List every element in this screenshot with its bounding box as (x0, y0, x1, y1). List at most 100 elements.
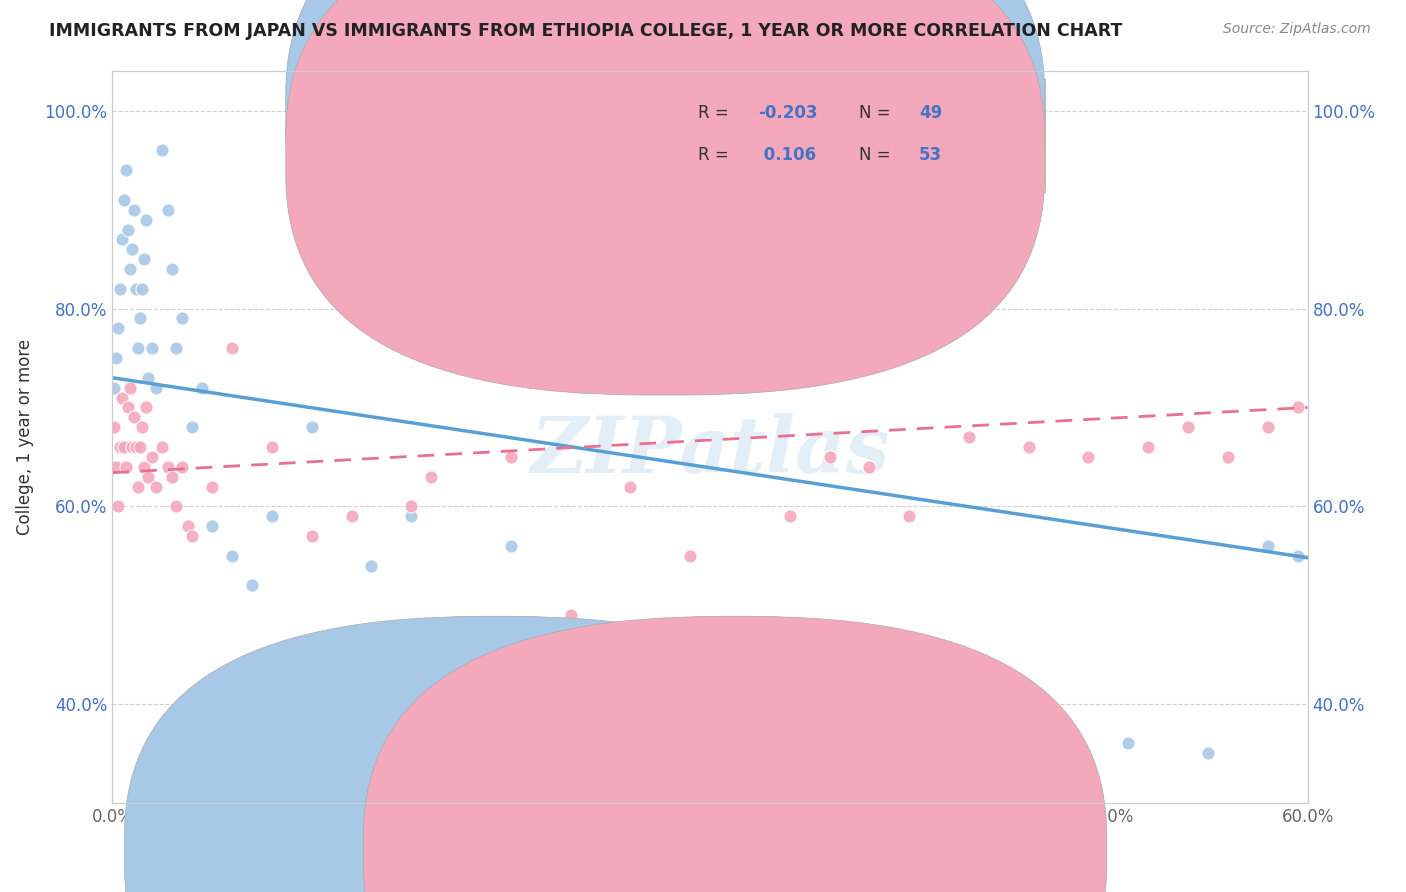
Point (172, 311, 194, 326)
Point (105, 351, 128, 365)
Point (679, 549, 702, 563)
Text: ZIPatlas: ZIPatlas (530, 414, 890, 490)
Point (460, 716, 482, 731)
Point (699, 737, 721, 751)
Point (124, 202, 146, 217)
Point (120, 381, 142, 395)
Point (221, 341, 243, 355)
Point (1118, 737, 1140, 751)
Text: 49: 49 (920, 104, 942, 122)
Point (145, 479, 167, 493)
Point (165, 341, 187, 355)
Point (131, 420, 153, 434)
Point (240, 578, 263, 592)
Point (131, 282, 153, 296)
Point (150, 440, 173, 454)
Point (858, 756, 880, 771)
Point (799, 756, 821, 771)
Point (1077, 450, 1099, 464)
Point (157, 459, 180, 474)
Point (201, 479, 224, 493)
Text: Immigrants from Japan: Immigrants from Japan (515, 841, 706, 859)
Point (360, 558, 382, 573)
Point (1177, 420, 1199, 434)
Point (129, 440, 152, 454)
Point (150, 144, 173, 158)
Point (401, 500, 423, 514)
Point (1216, 450, 1239, 464)
Point (201, 519, 224, 533)
Text: Immigrants from Ethiopia: Immigrants from Ethiopia (754, 841, 966, 859)
Point (145, 381, 167, 395)
Point (181, 529, 204, 543)
Point (619, 756, 641, 771)
Point (938, 756, 960, 771)
Point (301, 420, 323, 434)
Point (898, 509, 921, 524)
Point (560, 607, 582, 622)
Point (162, 262, 183, 277)
Point (1018, 440, 1040, 454)
Point (127, 341, 149, 355)
Point (138, 371, 160, 385)
Point (117, 222, 139, 236)
Point (110, 440, 132, 454)
Y-axis label: College, 1 year or more: College, 1 year or more (15, 339, 34, 535)
Point (115, 163, 138, 178)
Point (172, 459, 194, 474)
Point (1257, 420, 1279, 434)
Point (165, 500, 187, 514)
Point (138, 469, 160, 483)
Point (181, 420, 204, 434)
Point (114, 440, 135, 454)
Point (499, 450, 522, 464)
Point (957, 430, 980, 444)
FancyBboxPatch shape (125, 616, 868, 892)
Text: 0.106: 0.106 (758, 146, 815, 164)
Point (124, 410, 146, 425)
Point (1137, 440, 1160, 454)
Text: 53: 53 (920, 146, 942, 164)
Point (157, 202, 180, 217)
Point (135, 401, 157, 415)
FancyBboxPatch shape (285, 0, 1045, 352)
Point (281, 737, 304, 751)
Point (127, 479, 149, 493)
Point (125, 440, 148, 454)
Point (619, 479, 641, 493)
Point (718, 657, 741, 672)
Text: -0.203: -0.203 (758, 104, 817, 122)
Point (103, 420, 125, 434)
Point (818, 450, 841, 464)
Point (460, 618, 482, 632)
Point (121, 242, 143, 256)
Point (560, 726, 582, 740)
Point (250, 716, 273, 731)
Text: R =: R = (699, 104, 734, 122)
Point (260, 509, 283, 524)
Point (191, 381, 214, 395)
Point (779, 509, 801, 524)
Point (135, 212, 157, 227)
Point (111, 391, 134, 405)
Point (105, 459, 128, 474)
Point (107, 321, 129, 335)
Point (858, 459, 880, 474)
Point (1197, 747, 1219, 761)
Point (340, 509, 363, 524)
Text: N =: N = (859, 146, 896, 164)
Point (401, 509, 423, 524)
Point (117, 401, 139, 415)
Point (162, 469, 183, 483)
Point (1286, 401, 1309, 415)
Text: R =: R = (699, 146, 734, 164)
Point (141, 341, 163, 355)
Point (1038, 747, 1060, 761)
Point (111, 232, 134, 246)
Text: N =: N = (859, 104, 896, 122)
Point (221, 549, 243, 563)
Point (1257, 539, 1279, 553)
Point (380, 648, 402, 662)
Point (301, 529, 323, 543)
Point (260, 440, 283, 454)
